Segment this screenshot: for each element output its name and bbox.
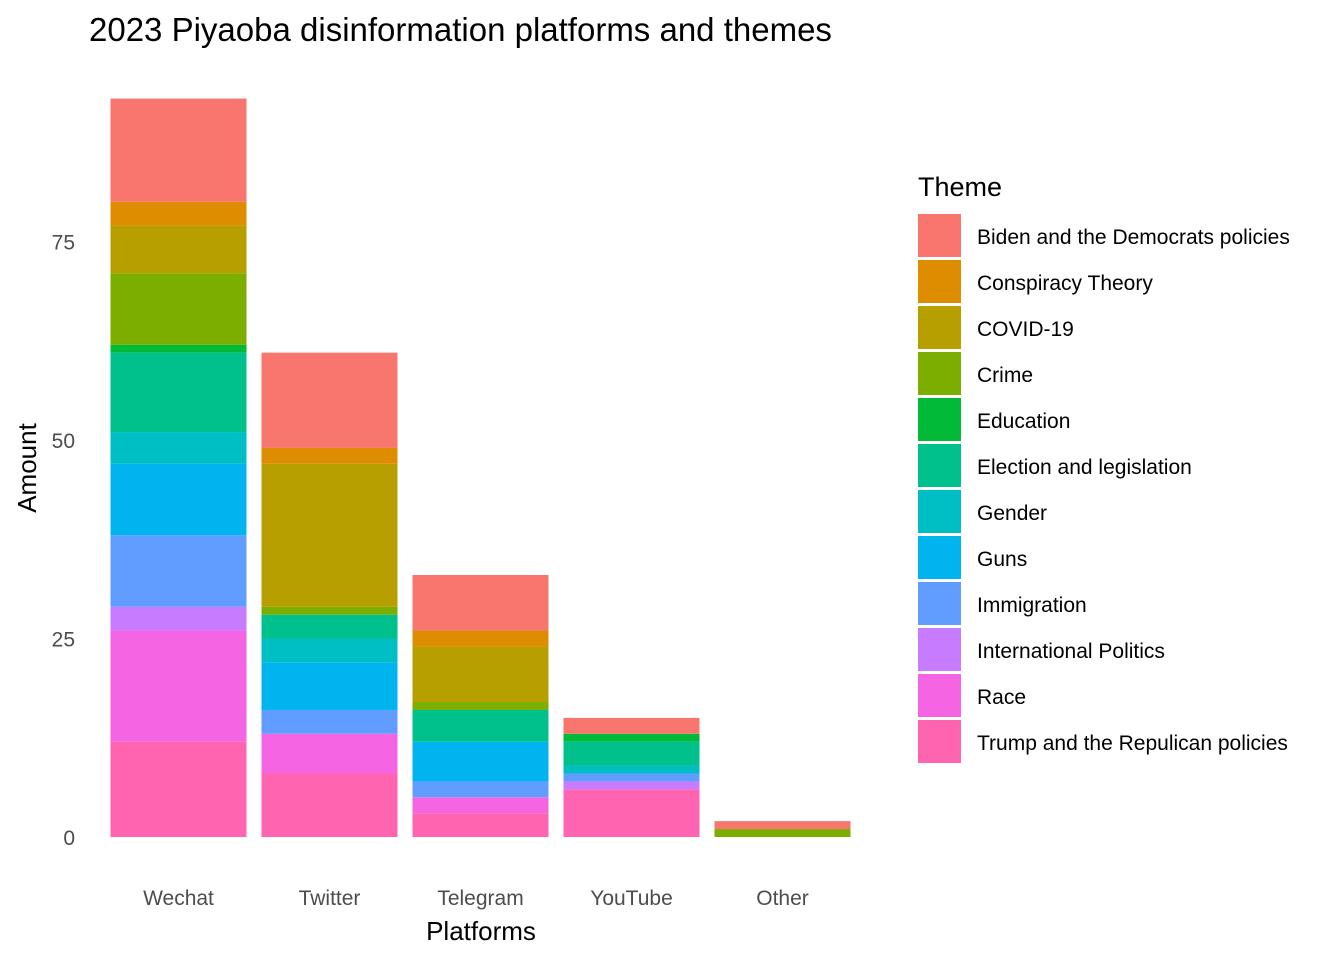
bar-segment xyxy=(261,733,398,774)
x-tick-label: YouTube xyxy=(590,887,673,910)
bar-segment xyxy=(110,201,247,226)
legend-swatch xyxy=(918,398,961,441)
bar-segment xyxy=(261,352,398,448)
bar-segment xyxy=(110,273,247,345)
bars-layer xyxy=(110,98,851,837)
legend-swatch xyxy=(918,260,961,303)
bar-segment xyxy=(412,797,549,814)
legend-title: Theme xyxy=(918,172,1002,202)
bar-segment xyxy=(110,741,247,837)
legend-label: COVID-19 xyxy=(977,318,1074,341)
legend-label: Biden and the Democrats policies xyxy=(977,226,1290,249)
legend-label: Crime xyxy=(977,364,1033,387)
legend-label: International Politics xyxy=(977,640,1165,663)
legend-swatch xyxy=(918,352,961,395)
bar-segment xyxy=(412,646,549,703)
y-tick-label: 25 xyxy=(52,629,75,652)
bar-segment xyxy=(110,432,247,464)
x-tick-label: Twitter xyxy=(299,887,361,910)
legend-swatch xyxy=(918,444,961,487)
bar-segment xyxy=(261,614,398,639)
bar-segment xyxy=(261,662,398,710)
legend-label: Immigration xyxy=(977,594,1087,617)
bar-segment xyxy=(412,781,549,798)
bar-segment xyxy=(110,606,247,631)
bar-segment xyxy=(563,717,700,734)
y-tick-label: 50 xyxy=(52,430,75,453)
legend-label: Race xyxy=(977,686,1026,709)
bar-segment xyxy=(714,821,851,830)
bar-segment xyxy=(563,765,700,774)
legend-label: Guns xyxy=(977,548,1027,571)
bar-segment xyxy=(110,535,247,607)
bar-segment xyxy=(110,630,247,742)
bar-segment xyxy=(110,463,247,536)
y-tick-labels: 0 25 50 75 xyxy=(52,232,75,851)
legend: Biden and the Democrats policies Conspira… xyxy=(918,214,1290,763)
bar-segment xyxy=(412,702,549,710)
legend-swatch xyxy=(918,536,961,579)
legend-swatch xyxy=(918,214,961,257)
bar-segment xyxy=(563,741,700,766)
bar-segment xyxy=(110,352,247,433)
bar-segment xyxy=(412,741,549,782)
bar-segment xyxy=(110,344,247,353)
legend-label: Trump and the Repulican policies xyxy=(977,732,1288,755)
y-tick-label: 75 xyxy=(52,232,75,255)
bar-segment xyxy=(261,606,398,615)
y-tick-label: 0 xyxy=(63,827,75,850)
legend-swatch xyxy=(918,674,961,717)
legend-label: Gender xyxy=(977,502,1047,525)
legend-swatch xyxy=(918,628,961,671)
x-axis-title: Platforms xyxy=(426,916,536,946)
bar-segment xyxy=(110,225,247,274)
bar-segment xyxy=(412,813,549,837)
bar-segment xyxy=(563,781,700,790)
chart-title: 2023 Piyaoba disinformation platforms an… xyxy=(89,11,832,48)
x-tick-label: Wechat xyxy=(143,887,214,910)
x-tick-labels: Wechat Twitter Telegram YouTube Other xyxy=(143,887,809,910)
legend-label: Conspiracy Theory xyxy=(977,272,1153,295)
legend-swatch xyxy=(918,720,961,763)
bar-segment xyxy=(412,630,549,647)
bar-segment xyxy=(261,447,398,464)
legend-swatch xyxy=(918,306,961,349)
legend-label: Education xyxy=(977,410,1070,433)
y-axis-title: Amount xyxy=(12,422,42,512)
legend-swatch xyxy=(918,490,961,533)
x-tick-label: Other xyxy=(756,887,809,910)
bar-segment xyxy=(261,709,398,734)
bar-segment xyxy=(261,638,398,663)
x-tick-label: Telegram xyxy=(437,887,523,910)
legend-swatch xyxy=(918,582,961,625)
bar-segment xyxy=(261,773,398,837)
bar-segment xyxy=(110,98,247,202)
bar-segment xyxy=(563,789,700,837)
bar-segment xyxy=(412,574,549,631)
bar-segment xyxy=(714,829,851,837)
bar-segment xyxy=(563,733,700,742)
bar-segment xyxy=(261,463,398,607)
legend-label: Election and legislation xyxy=(977,456,1192,479)
bar-segment xyxy=(563,773,700,782)
bar-segment xyxy=(412,709,549,742)
